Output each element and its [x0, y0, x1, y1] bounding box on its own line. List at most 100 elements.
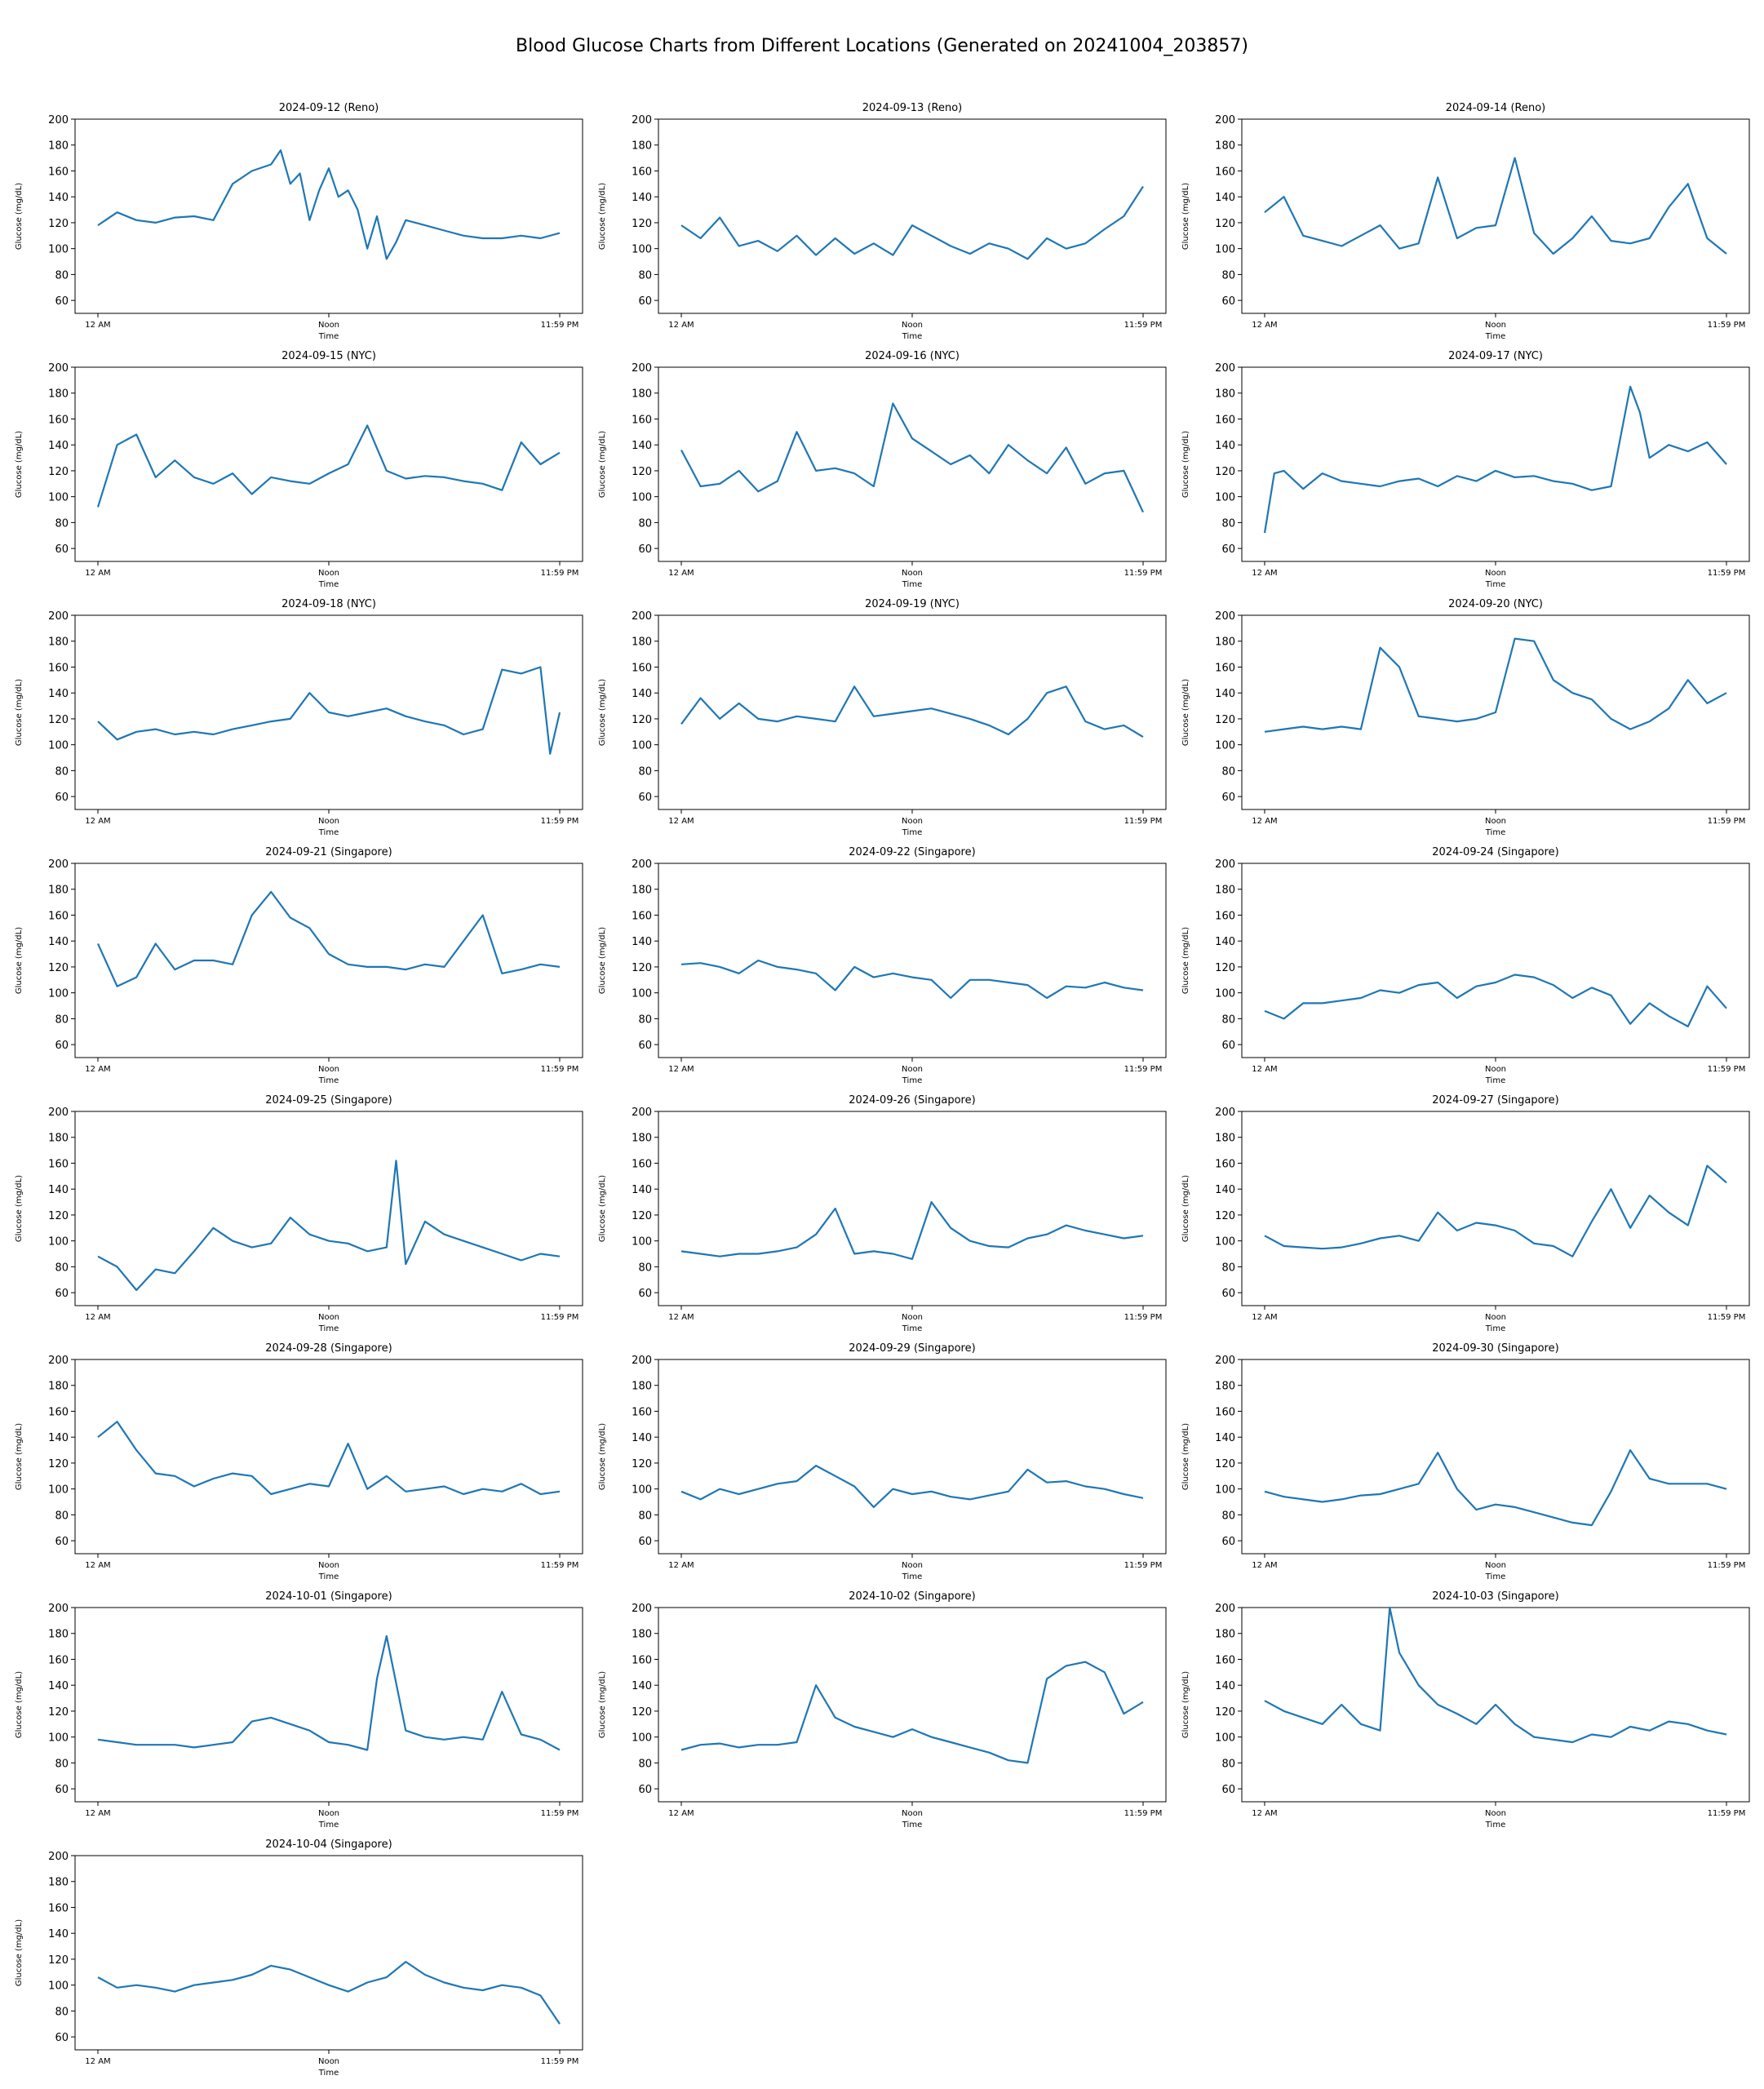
- x-tick-label: Noon: [318, 1313, 339, 1322]
- y-tick-label: 180: [632, 1381, 652, 1393]
- y-tick-label: 140: [48, 440, 69, 452]
- y-axis-label: Glucose (mg/dL): [15, 927, 24, 994]
- y-tick-label: 160: [1215, 910, 1235, 922]
- glucose-series-line: [97, 1961, 561, 2025]
- y-tick-label: 100: [1215, 492, 1235, 504]
- y-tick-label: 160: [632, 910, 652, 922]
- y-tick-label: 200: [48, 1851, 69, 1863]
- y-tick-label: 60: [55, 1536, 69, 1548]
- x-tick-label: 11:59 PM: [541, 1313, 579, 1322]
- y-tick-label: 200: [1215, 858, 1235, 871]
- y-tick-label: 100: [632, 1236, 652, 1249]
- axes-frame: [1241, 118, 1750, 314]
- x-tick-label: Noon: [902, 569, 923, 578]
- y-tick-label: 160: [632, 414, 652, 426]
- chart-panel-21: 2024-10-04 (Singapore) 60 80 100 120 140 160 18…: [15, 1838, 583, 2078]
- x-axis-label: Time: [1485, 332, 1505, 341]
- y-tick-label: 100: [1215, 740, 1235, 752]
- x-tick-label: 11:59 PM: [541, 1065, 579, 1074]
- y-tick-label: 80: [638, 517, 652, 530]
- chart-panel-12: 2024-09-25 (Singapore) 60 80 100 120 140 160 18…: [15, 1094, 583, 1333]
- y-tick-label: 80: [1221, 269, 1235, 282]
- chart-panel-13: 2024-09-26 (Singapore) 60 80 100 120 140 160 18…: [598, 1094, 1167, 1333]
- chart-title: 2024-09-20 (NYC): [1448, 598, 1543, 610]
- x-tick-label: 12 AM: [1252, 569, 1277, 578]
- y-tick-label: 160: [1215, 1406, 1235, 1418]
- y-tick-label: 100: [632, 1732, 652, 1745]
- x-tick-label: 12 AM: [668, 817, 694, 826]
- x-tick-label: 12 AM: [668, 569, 694, 578]
- chart-panel-4: 2024-09-16 (NYC) 60 80 100 120 140 160 180 200 12…: [598, 350, 1167, 589]
- chart-panel-11: 2024-09-24 (Singapore) 60 80 100 120 140 160 18…: [1181, 846, 1750, 1085]
- x-axis-label: Time: [902, 828, 922, 837]
- y-tick-label: 180: [48, 1629, 69, 1641]
- y-tick-label: 80: [55, 269, 69, 282]
- glucose-series-line: [1264, 637, 1727, 733]
- y-tick-label: 180: [48, 140, 69, 153]
- y-tick-label: 160: [1215, 1158, 1235, 1170]
- chart-title: 2024-09-27 (Singapore): [1432, 1094, 1558, 1107]
- axes-frame: [74, 863, 583, 1058]
- y-tick-label: 200: [48, 362, 69, 375]
- y-tick-label: 180: [48, 1877, 69, 1889]
- x-axis-label: Time: [1485, 1821, 1505, 1830]
- chart-title: 2024-09-29 (Singapore): [849, 1342, 975, 1355]
- chart-panel-16: 2024-09-29 (Singapore) 60 80 100 120 140 160 18…: [598, 1342, 1167, 1581]
- y-tick-label: 140: [48, 936, 69, 948]
- chart-panel-19: 2024-10-02 (Singapore) 60 80 100 120 140 160 18…: [598, 1590, 1167, 1830]
- y-tick-label: 120: [1215, 1458, 1235, 1470]
- x-tick-label: 12 AM: [1252, 1313, 1277, 1322]
- x-axis-label: Time: [902, 1324, 922, 1333]
- y-tick-label: 120: [48, 962, 69, 974]
- x-tick-label: 11:59 PM: [541, 2057, 579, 2066]
- x-tick-label: Noon: [318, 321, 339, 330]
- glucose-series-line: [680, 685, 1144, 738]
- y-tick-label: 180: [1215, 1133, 1235, 1145]
- y-tick-label: 140: [48, 1184, 69, 1196]
- x-tick-label: Noon: [1485, 1065, 1506, 1074]
- y-tick-label: 200: [1215, 362, 1235, 375]
- y-tick-label: 140: [632, 440, 652, 452]
- y-tick-label: 100: [1215, 1732, 1235, 1745]
- y-tick-label: 100: [632, 1484, 652, 1497]
- y-tick-label: 120: [48, 218, 69, 230]
- chart-panel-0: 2024-09-12 (Reno) 60 80 100 120 140 160 180 200 1…: [15, 102, 583, 341]
- y-tick-label: 140: [1215, 1184, 1235, 1196]
- y-tick-label: 80: [638, 765, 652, 778]
- y-axis-label: Glucose (mg/dL): [598, 927, 607, 994]
- y-tick-label: 180: [48, 1381, 69, 1393]
- y-tick-label: 80: [1221, 1262, 1235, 1274]
- chart-panel-5: 2024-09-17 (NYC) 60 80 100 120 140 160 180 200 12…: [1181, 350, 1750, 589]
- y-tick-label: 80: [55, 765, 69, 778]
- chart-title: 2024-09-13 (Reno): [862, 102, 962, 114]
- x-tick-label: 11:59 PM: [1124, 817, 1163, 826]
- chart-panel-3: 2024-09-15 (NYC) 60 80 100 120 140 160 180 200 12…: [15, 350, 583, 589]
- y-axis-label: Glucose (mg/dL): [598, 1175, 607, 1242]
- y-axis-label: Glucose (mg/dL): [1181, 1175, 1190, 1242]
- axes-frame: [658, 366, 1167, 562]
- y-axis-label: Glucose (mg/dL): [598, 431, 607, 498]
- x-axis-label: Time: [902, 1076, 922, 1085]
- y-axis-label: Glucose (mg/dL): [15, 183, 24, 250]
- y-tick-label: 140: [48, 688, 69, 700]
- y-tick-label: 80: [55, 1758, 69, 1770]
- y-tick-label: 160: [632, 166, 652, 178]
- chart-title: 2024-10-02 (Singapore): [849, 1590, 975, 1603]
- y-tick-label: 80: [638, 269, 652, 282]
- x-tick-label: 11:59 PM: [1708, 569, 1746, 578]
- y-axis-label: Glucose (mg/dL): [1181, 679, 1190, 746]
- y-tick-label: 80: [1221, 1758, 1235, 1770]
- x-tick-label: 11:59 PM: [1124, 321, 1163, 330]
- x-tick-label: Noon: [318, 1065, 339, 1074]
- y-tick-label: 60: [1221, 1784, 1235, 1796]
- chart-title: 2024-09-18 (NYC): [281, 598, 376, 610]
- y-tick-label: 180: [632, 388, 652, 401]
- y-tick-label: 120: [632, 466, 652, 478]
- y-tick-label: 140: [1215, 936, 1235, 948]
- glucose-series-line: [1264, 1448, 1727, 1527]
- axes-frame: [658, 863, 1167, 1058]
- y-axis-label: Glucose (mg/dL): [15, 1175, 24, 1242]
- y-tick-label: 160: [632, 1654, 652, 1666]
- x-tick-label: Noon: [902, 1313, 923, 1322]
- axes-frame: [74, 1111, 583, 1306]
